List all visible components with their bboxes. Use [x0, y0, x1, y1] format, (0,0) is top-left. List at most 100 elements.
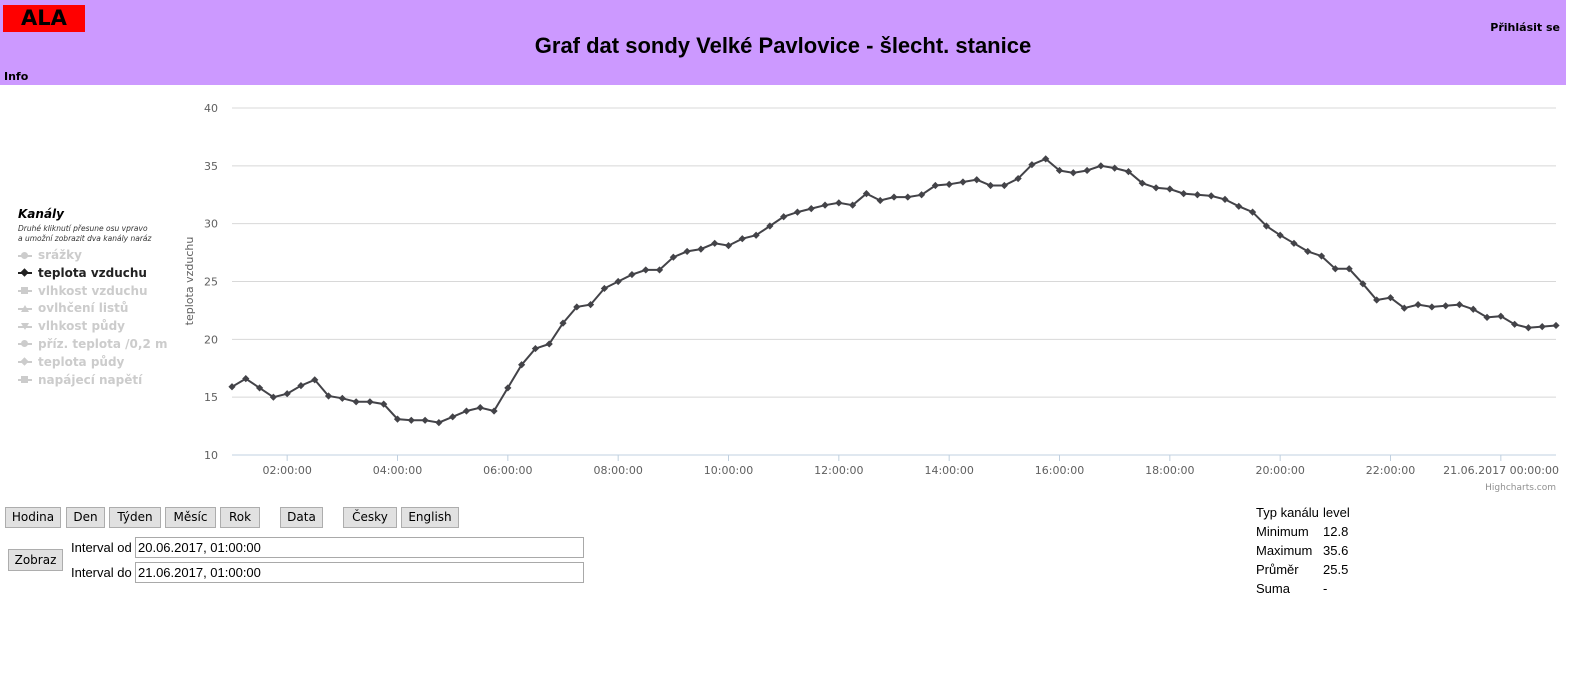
data-point[interactable]	[1152, 184, 1160, 192]
legend-item[interactable]: srážky	[18, 248, 168, 266]
data-point[interactable]	[269, 393, 277, 401]
data-point[interactable]	[297, 382, 305, 390]
data-point[interactable]	[1262, 222, 1270, 230]
data-point[interactable]	[945, 180, 953, 188]
data-point[interactable]	[904, 193, 912, 201]
data-point[interactable]	[876, 196, 884, 205]
data-point[interactable]	[1373, 296, 1381, 304]
data-point[interactable]	[380, 400, 388, 408]
data-point[interactable]	[642, 266, 650, 274]
data-point[interactable]	[228, 383, 236, 391]
logo[interactable]: ALA	[3, 5, 85, 32]
data-point[interactable]	[807, 205, 815, 213]
data-point[interactable]	[1552, 321, 1560, 330]
data-point[interactable]	[1317, 252, 1326, 260]
hour-button[interactable]: Hodina	[5, 507, 61, 528]
data-point[interactable]	[283, 390, 291, 398]
data-point[interactable]	[738, 235, 746, 243]
data-point[interactable]	[1511, 320, 1519, 328]
data-point[interactable]	[821, 201, 829, 209]
month-button[interactable]: Měsíc	[165, 507, 216, 528]
data-point[interactable]	[986, 181, 995, 190]
data-point[interactable]	[1014, 174, 1022, 183]
data-point[interactable]	[1276, 231, 1284, 239]
data-point[interactable]	[559, 319, 567, 327]
data-point[interactable]	[683, 247, 691, 256]
data-point[interactable]	[1248, 208, 1257, 216]
data-point[interactable]	[1111, 164, 1119, 172]
data-point[interactable]	[614, 277, 622, 286]
data-point[interactable]	[835, 199, 843, 207]
data-point[interactable]	[1469, 305, 1477, 313]
data-point[interactable]	[255, 384, 264, 392]
data-point[interactable]	[669, 253, 677, 261]
data-point[interactable]	[959, 178, 967, 186]
legend-item[interactable]: teplota půdy	[18, 355, 168, 373]
data-point[interactable]	[531, 344, 540, 353]
data-point[interactable]	[421, 416, 429, 424]
english-button[interactable]: English	[401, 507, 459, 528]
legend-item[interactable]: teplota vzduchu	[18, 266, 168, 284]
data-point[interactable]	[931, 181, 939, 190]
login-link[interactable]: Přihlásit se	[1490, 21, 1560, 34]
data-point[interactable]	[1138, 179, 1146, 187]
data-point[interactable]	[586, 301, 595, 309]
data-point[interactable]	[1028, 161, 1036, 169]
data-point[interactable]	[1455, 301, 1464, 309]
year-button[interactable]: Rok	[220, 507, 260, 528]
data-point[interactable]	[242, 375, 250, 383]
data-point[interactable]	[793, 208, 802, 216]
data-point[interactable]	[1428, 303, 1436, 311]
data-point[interactable]	[1083, 166, 1091, 175]
data-point[interactable]	[1290, 239, 1298, 247]
data-point[interactable]	[490, 407, 498, 415]
data-point[interactable]	[1097, 162, 1105, 170]
data-point[interactable]	[1235, 202, 1243, 210]
data-point[interactable]	[849, 201, 857, 209]
data-point[interactable]	[573, 303, 581, 311]
data-point[interactable]	[697, 245, 705, 253]
data-point[interactable]	[462, 407, 471, 415]
data-point[interactable]	[1166, 185, 1174, 193]
data-point[interactable]	[628, 270, 636, 279]
data-point[interactable]	[1000, 181, 1008, 190]
data-point[interactable]	[917, 191, 926, 199]
data-point[interactable]	[724, 242, 733, 250]
data-point[interactable]	[1538, 323, 1546, 331]
data-point[interactable]	[1069, 169, 1077, 177]
data-point[interactable]	[973, 176, 981, 184]
legend-item[interactable]: vlhkost půdy	[18, 319, 168, 337]
data-point[interactable]	[449, 413, 457, 421]
legend-item[interactable]: příz. teplota /0,2 m	[18, 337, 168, 355]
data-point[interactable]	[435, 419, 443, 427]
data-point[interactable]	[504, 384, 512, 392]
chart-credit[interactable]: Highcharts.com	[1485, 483, 1556, 493]
data-point[interactable]	[393, 415, 402, 423]
data-point[interactable]	[1180, 189, 1188, 198]
data-point[interactable]	[1055, 166, 1064, 175]
legend-item[interactable]: ovlhčení listů	[18, 301, 168, 319]
data-point[interactable]	[1221, 195, 1229, 203]
show-button[interactable]: Zobraz	[8, 549, 63, 571]
data-point[interactable]	[518, 361, 526, 369]
data-point[interactable]	[1400, 304, 1408, 312]
data-point[interactable]	[1345, 265, 1353, 273]
data-point[interactable]	[1193, 191, 1202, 199]
data-point[interactable]	[1386, 294, 1395, 302]
data-point[interactable]	[338, 394, 346, 402]
data-point[interactable]	[1414, 301, 1422, 309]
data-point[interactable]	[1331, 265, 1339, 273]
data-point[interactable]	[780, 213, 788, 221]
czech-button[interactable]: Česky	[343, 507, 397, 528]
info-link[interactable]: Info	[4, 70, 29, 83]
data-point[interactable]	[545, 340, 553, 348]
data-point[interactable]	[600, 284, 608, 293]
data-point[interactable]	[352, 398, 360, 406]
interval-from-field[interactable]	[135, 537, 584, 558]
data-point[interactable]	[711, 239, 719, 247]
data-point[interactable]	[1359, 280, 1367, 288]
data-point[interactable]	[476, 403, 484, 412]
legend-item[interactable]: vlhkost vzduchu	[18, 284, 168, 302]
data-point[interactable]	[1124, 168, 1133, 176]
interval-to-field[interactable]	[135, 562, 584, 583]
